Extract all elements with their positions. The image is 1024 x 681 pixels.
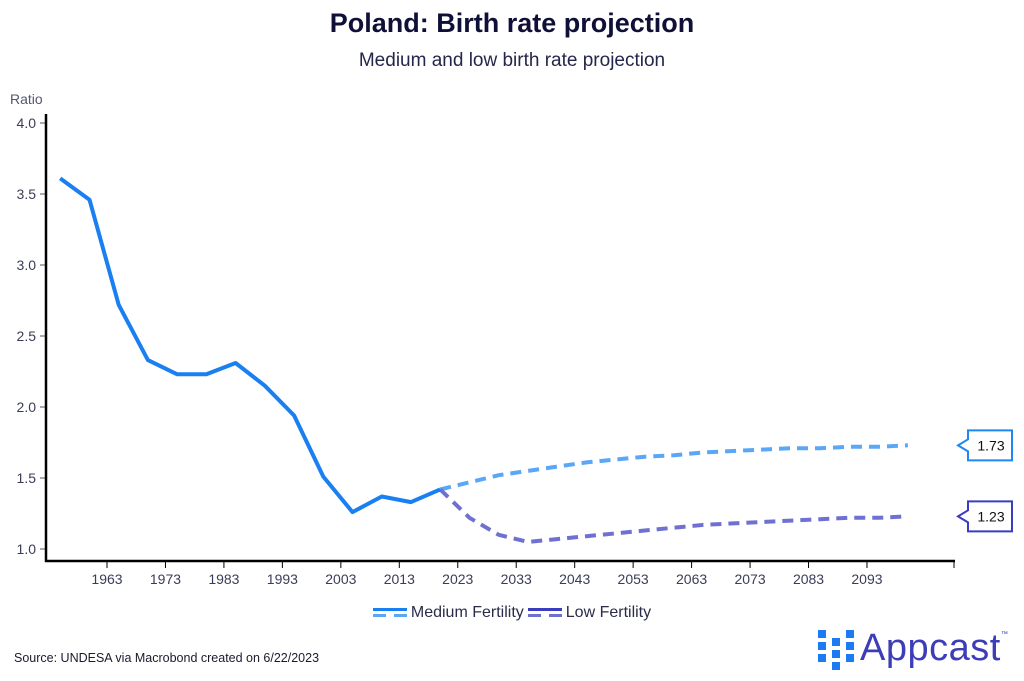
y-tick-label: 3.5 — [17, 186, 37, 202]
y-tick-label: 2.5 — [17, 328, 37, 344]
legend-label-medium-fertility: Medium Fertility — [410, 604, 524, 621]
legend-label-low-fertility: Low Fertility — [565, 604, 652, 621]
y-tick-label: 3.0 — [17, 257, 37, 273]
legend-swatch-medium-fertility — [372, 607, 407, 619]
appcast-logo: Appcast ™ — [818, 626, 1008, 670]
chart-subtitle: Medium and low birth rate projection — [358, 50, 666, 71]
y-tick-label: 4.0 — [17, 115, 37, 131]
logo-grid-icon — [818, 626, 858, 670]
x-tick-label: 1983 — [208, 571, 239, 587]
y-axis-title: Ratio — [10, 91, 43, 107]
x-tick-label: 2063 — [676, 571, 707, 587]
line-chart: Ratio 1.0 1.5 2.0 2.5 3.0 3.5 4.0 1963 1973 1983… — [10, 91, 1013, 587]
x-tick-label: 2023 — [442, 571, 473, 587]
y-tick-label: 1.0 — [17, 541, 37, 557]
x-tick-label: 2033 — [501, 571, 532, 587]
legend-swatch-low-fertility — [527, 607, 562, 619]
x-tick-label: 2013 — [384, 571, 415, 587]
x-tick-label: 2083 — [793, 571, 824, 587]
end-label-box — [956, 429, 1013, 462]
x-tick-label: 2073 — [734, 571, 765, 587]
source-note: Source: UNDESA via Macrobond created on … — [14, 651, 320, 665]
end-label-box — [956, 500, 1013, 533]
y-tick-label: 1.5 — [17, 470, 37, 486]
x-tick-label: 2003 — [325, 571, 356, 587]
legend: Medium Fertility Low Fertility — [0, 604, 1024, 622]
x-tick-label: 2043 — [559, 571, 590, 587]
end-label-value: 1.23 — [977, 508, 1004, 524]
logo-text: Appcast — [860, 626, 1001, 669]
x-tick-label: 2093 — [851, 571, 882, 587]
x-axis-ticks: 1963 1973 1983 1993 2003 2013 2023 2033 2043 2053… — [91, 561, 955, 587]
x-tick-label: 1973 — [150, 571, 181, 587]
y-tick-label: 2.0 — [17, 399, 37, 415]
y-axis-ticks: 1.0 1.5 2.0 2.5 3.0 3.5 4.0 — [17, 115, 46, 557]
x-tick-label: 1963 — [91, 571, 122, 587]
end-labels: 1.73 1.23 — [956, 429, 1013, 533]
series-line-historical — [59, 176, 441, 515]
chart-title: Poland: Birth rate projection — [329, 8, 695, 38]
series-line-low-fertility — [438, 487, 909, 544]
legend-item-medium-fertility[interactable]: Medium Fertility — [372, 604, 524, 622]
logo-trademark: ™ — [1000, 630, 1008, 638]
legend-item-low-fertility[interactable]: Low Fertility — [527, 604, 652, 622]
x-tick-label: 2053 — [618, 571, 649, 587]
series-layer — [59, 176, 909, 544]
series-line-medium-fertility — [439, 443, 909, 492]
end-label-value: 1.73 — [977, 437, 1004, 453]
x-tick-label: 1993 — [267, 571, 298, 587]
